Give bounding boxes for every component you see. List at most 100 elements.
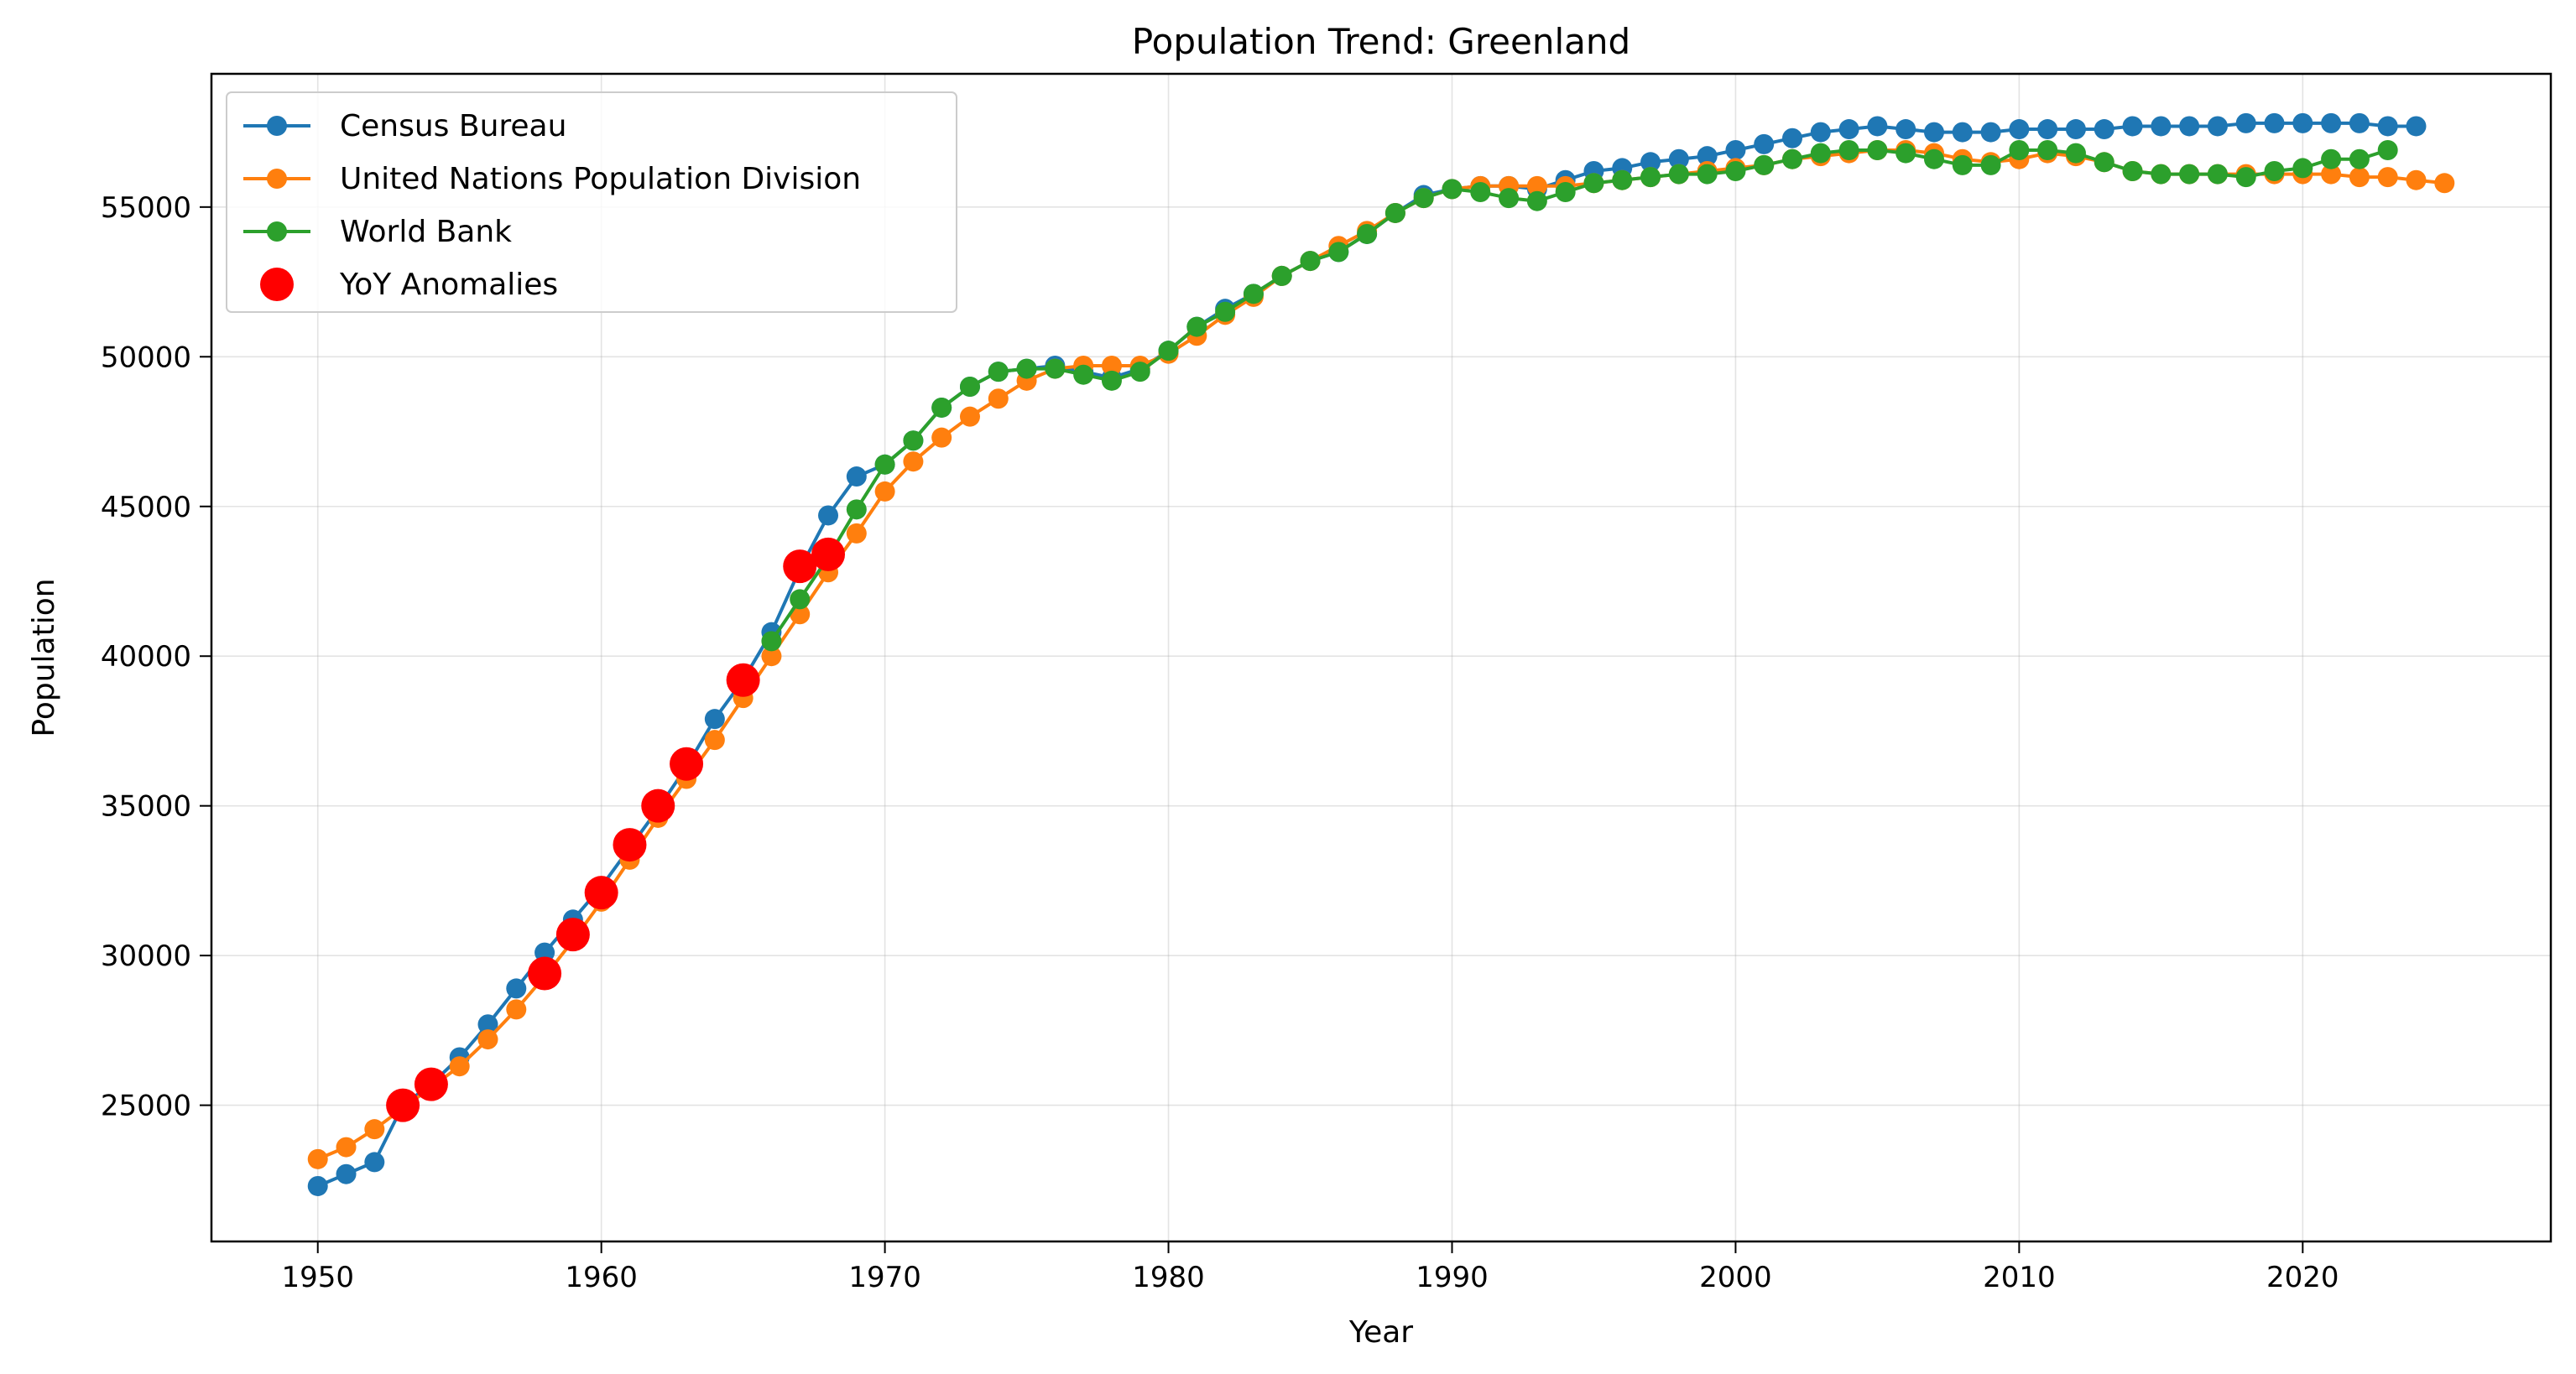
y-axis-label: Population [27,578,61,736]
data-point [364,1152,385,1173]
data-point [988,388,1009,409]
legend-marker-swatch [267,221,287,242]
data-point [931,427,952,448]
data-point [1413,188,1434,209]
data-point [477,1029,498,1050]
data-point [846,499,867,520]
data-point [704,709,725,730]
data-point [988,362,1009,383]
data-point [2094,119,2115,140]
data-point [2292,158,2313,179]
data-point [1470,181,1491,202]
data-point [2151,164,2172,185]
legend-label: YoY Anomalies [339,268,558,302]
series-line [769,148,2389,643]
x-axis-label: Year [1348,1315,1413,1350]
data-point [449,1056,470,1077]
legend: Census Bureau United Nations Population D… [226,91,957,313]
data-point [1838,119,1859,140]
data-point [1384,202,1405,223]
data-point [2122,116,2143,137]
legend-label: United Nations Population Division [340,162,861,196]
data-point [2377,116,2398,137]
data-point [2065,143,2086,164]
x-tick-label: 1960 [565,1261,638,1294]
data-point [2321,148,2342,169]
x-tick-label: 2010 [1983,1261,2056,1294]
y-tick-label: 50000 [101,341,191,374]
data-point [2349,112,2370,133]
data-point [1867,140,1888,161]
data-point [1555,181,1576,202]
data-point [1782,128,1803,148]
legend-marker-swatch [267,116,287,136]
y-tick-label: 35000 [101,790,191,824]
data-point [2065,119,2086,140]
data-point [790,589,811,610]
data-point [364,1119,385,1140]
data-point [1697,146,1718,167]
data-point [307,1175,328,1196]
chart-title: Population Trend: Greenland [1132,21,1630,62]
data-point [2349,167,2370,188]
data-point [2264,161,2285,181]
data-point [1640,167,1661,188]
data-point [477,1014,498,1035]
series-world-bank [761,140,2398,652]
data-point [1300,251,1321,272]
data-point [2009,119,2030,140]
data-point [1895,119,1916,140]
legend-label: Census Bureau [340,109,566,143]
data-point [846,466,867,487]
data-point [1782,148,1803,169]
anomaly-point [641,788,675,823]
data-point [2292,112,2313,133]
data-point [1045,358,1066,379]
series-yoy-anomalies [386,537,846,1122]
anomaly-point [613,828,647,862]
data-point [2264,112,2285,133]
data-point [2207,164,2228,185]
data-point [1754,133,1775,154]
anomaly-point [584,876,618,910]
data-point [1640,152,1661,173]
data-point [959,376,980,397]
data-point [2377,140,2398,161]
x-tick-label: 2020 [2266,1261,2339,1294]
data-point [2235,112,2256,133]
data-point [506,978,527,999]
data-point [1810,122,1831,143]
data-point [761,631,782,652]
data-point [2406,116,2427,137]
anomaly-point [386,1088,420,1122]
data-point [1980,154,2001,175]
anomaly-point [555,918,590,952]
legend-entry: United Nations Population Division [243,162,861,196]
legend-entry: YoY Anomalies [260,268,558,302]
data-point [1101,370,1122,391]
data-point [2179,164,2200,185]
x-tick-label: 1990 [1416,1261,1489,1294]
anomaly-point [726,663,760,697]
data-point [2349,148,2370,169]
y-tick-label: 45000 [101,491,191,524]
data-point [1243,284,1264,304]
anomaly-point [811,537,846,571]
data-point [1328,242,1349,263]
data-point [1526,190,1547,211]
data-point [2094,152,2115,173]
data-point [1952,154,1973,175]
data-point [2207,116,2228,137]
x-tick-label: 1980 [1132,1261,1205,1294]
data-point [1895,143,1916,164]
data-point [1867,116,1888,137]
data-point [1499,188,1520,209]
legend-marker-swatch [267,169,287,189]
data-point [2151,116,2172,137]
data-point [2122,161,2143,181]
data-point [1186,316,1207,337]
data-point [1158,341,1179,362]
data-point [903,430,924,451]
data-point [1838,140,1859,161]
